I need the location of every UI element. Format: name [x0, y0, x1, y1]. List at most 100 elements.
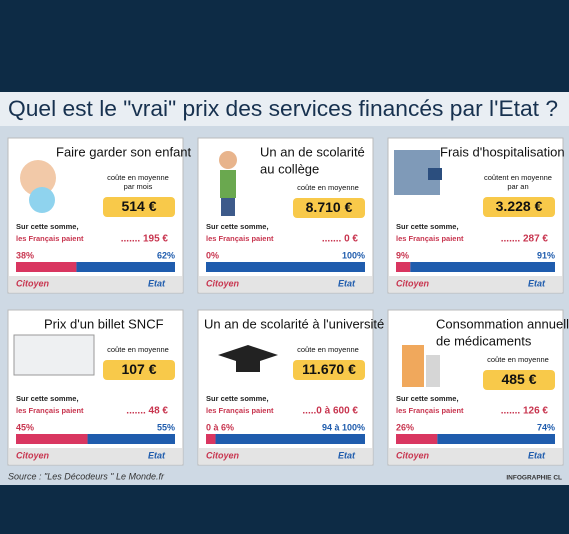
card: Consommation annuelle de médicaments coûte… — [387, 309, 569, 466]
citizen-label: Citoyen — [16, 450, 50, 460]
state-share: 100% — [342, 250, 365, 260]
state-share: 91% — [537, 250, 555, 260]
state-label: Etat — [148, 278, 166, 288]
card-title: Un an de scolarité — [260, 144, 365, 159]
cost-note: par mois — [124, 182, 153, 191]
icon — [221, 198, 235, 216]
citizen-bar — [396, 262, 411, 272]
state-label: Etat — [148, 450, 166, 460]
legend-band — [199, 276, 372, 292]
payer: les Français paient — [206, 234, 274, 243]
legend-band — [199, 448, 372, 464]
icon — [13, 334, 95, 376]
title-band — [0, 92, 569, 126]
citizen-label: Citoyen — [206, 278, 240, 288]
icon — [426, 355, 440, 387]
cost-note: par an — [507, 182, 528, 191]
state-label: Etat — [338, 450, 356, 460]
citizen-share: 45% — [16, 422, 34, 432]
credit: INFOGRAPHIE CL — [506, 475, 562, 482]
intro: Sur cette somme, — [396, 222, 459, 231]
citizen-bar — [16, 434, 88, 444]
price-box — [293, 198, 365, 218]
card: Faire garder son enfant coûte en moyennep… — [7, 137, 192, 294]
card: Un an de scolarité au collège coûte en moy… — [197, 137, 374, 294]
paid: ....... 48 € — [126, 406, 168, 417]
card-title: Consommation annuelle — [436, 316, 569, 331]
card-title: Frais d'hospitalisation — [440, 144, 565, 159]
card-title: Un an de scolarité à l'université — [204, 316, 384, 331]
icon — [20, 160, 56, 196]
paid: ....... 287 € — [501, 234, 549, 245]
payer: les Français paient — [396, 406, 464, 415]
payer: les Français paient — [16, 234, 84, 243]
icon — [219, 151, 237, 169]
state-share: 74% — [537, 422, 555, 432]
citizen-share: 38% — [16, 250, 34, 260]
price: 3.228 € — [496, 198, 543, 214]
state-share: 62% — [157, 250, 175, 260]
state-share: 94 à 100% — [322, 422, 365, 432]
citizen-share: 26% — [396, 422, 414, 432]
price: 485 € — [501, 371, 536, 387]
page-title: Quel est le "vrai" prix des services fin… — [8, 96, 558, 121]
citizen-label: Citoyen — [396, 278, 430, 288]
payer: les Français paient — [206, 406, 274, 415]
icon — [29, 187, 55, 213]
icon — [218, 345, 278, 365]
state-bar — [206, 262, 365, 272]
card: Prix d'un billet SNCF coûte en moyenne 107… — [7, 309, 184, 466]
citizen-share: 9% — [396, 250, 409, 260]
state-label: Etat — [528, 278, 546, 288]
cost-note: coûte en moyenne — [107, 173, 169, 182]
intro: Sur cette somme, — [206, 394, 269, 403]
price: 8.710 € — [306, 199, 353, 215]
price: 514 € — [121, 198, 156, 214]
paid: ....... 195 € — [121, 234, 169, 245]
source: Source : "Les Décodeurs " Le Monde.fr — [8, 471, 165, 481]
price-box — [483, 370, 555, 390]
citizen-share: 0% — [206, 250, 219, 260]
state-bar — [76, 262, 175, 272]
cost-note: coûtent en moyenne — [484, 173, 552, 182]
icon — [428, 168, 442, 180]
legend-band — [389, 448, 562, 464]
citizen-bar — [396, 434, 438, 444]
citizen-share: 0 à 6% — [206, 422, 234, 432]
citizen-label: Citoyen — [396, 450, 430, 460]
price-box — [293, 360, 365, 380]
intro: Sur cette somme, — [206, 222, 269, 231]
legend-band — [9, 276, 182, 292]
citizen-bar — [16, 262, 77, 272]
cost-note: coûte en moyenne — [297, 183, 359, 192]
state-share: 55% — [157, 422, 175, 432]
cost-note: coûte en moyenne — [487, 355, 549, 364]
paid: ....... 0 € — [322, 234, 359, 245]
paid: ....... 126 € — [501, 406, 549, 417]
legend-band — [389, 276, 562, 292]
price-box — [103, 197, 175, 217]
card: Frais d'hospitalisation coûtent en moyenn… — [387, 137, 565, 294]
card-title: de médicaments — [436, 333, 532, 348]
card-title: Prix d'un billet SNCF — [44, 316, 164, 331]
card: Un an de scolarité à l'université coûte e… — [197, 309, 384, 466]
citizen-bar — [206, 434, 216, 444]
state-bar — [87, 434, 175, 444]
intro: Sur cette somme, — [16, 394, 79, 403]
paid: .....0 à 600 € — [302, 406, 358, 417]
legend-band — [9, 448, 182, 464]
citizen-label: Citoyen — [206, 450, 240, 460]
card-title: au collège — [260, 161, 319, 176]
price-box — [103, 360, 175, 380]
icon — [220, 170, 236, 198]
icon — [402, 345, 424, 387]
state-bar — [410, 262, 555, 272]
price-box — [483, 197, 555, 217]
cost-note: coûte en moyenne — [297, 345, 359, 354]
payer: les Français paient — [16, 406, 84, 415]
cost-note: coûte en moyenne — [107, 345, 169, 354]
intro: Sur cette somme, — [16, 222, 79, 231]
state-label: Etat — [338, 278, 356, 288]
price: 11.670 € — [302, 361, 356, 377]
